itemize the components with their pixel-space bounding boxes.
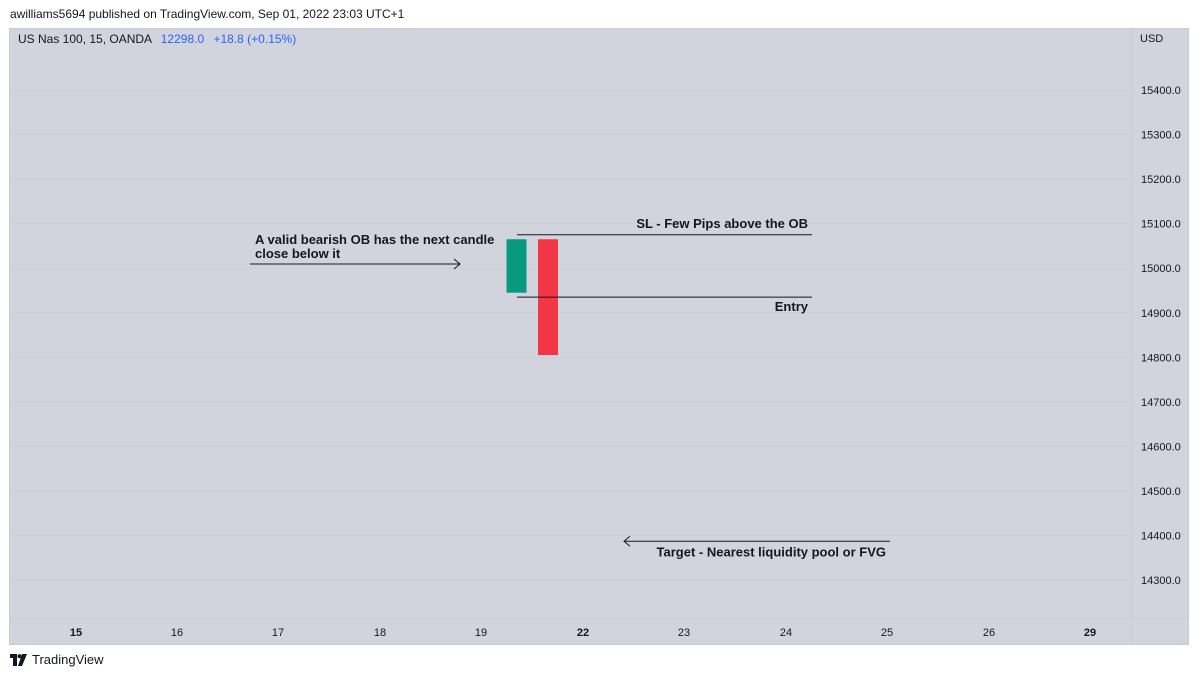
ob-note-line-2: close below it	[255, 246, 341, 261]
ob-note-line-1: A valid bearish OB has the next candle	[255, 232, 494, 247]
published-info-bar: awilliams5694 published on TradingView.c…	[0, 0, 1200, 28]
x-tick-label: 25	[881, 627, 893, 639]
x-tick-label: 26	[983, 627, 995, 639]
target-label: Target - Nearest liquidity pool or FVG	[657, 544, 886, 559]
x-tick-label: 15	[70, 627, 82, 639]
chart-frame[interactable]	[9, 28, 1189, 645]
symbol-legend[interactable]: US Nas 100, 15, OANDA 12298.0 +18.8 (+0.…	[18, 32, 296, 46]
y-tick-label: 14400.0	[1141, 531, 1181, 543]
y-tick-label: 14900.0	[1141, 308, 1181, 320]
x-tick-label: 24	[780, 627, 792, 639]
x-tick-label: 29	[1084, 627, 1096, 639]
last-price: 12298.0	[160, 32, 205, 46]
brand-name: TradingView	[32, 652, 104, 667]
x-tick-label: 16	[171, 627, 183, 639]
x-tick-label: 22	[577, 627, 589, 639]
annotations: A valid bearish OB has the next candle c…	[250, 216, 890, 559]
tradingview-logo[interactable]: TradingView	[10, 650, 104, 670]
x-ticks: 15 16 17 18 19 22 23 24 25 26 29	[70, 627, 1096, 639]
y-tick-label: 14700.0	[1141, 397, 1181, 409]
symbol-name: US Nas 100, 15, OANDA	[18, 32, 152, 46]
x-tick-label: 17	[272, 627, 284, 639]
published-by-text: awilliams5694 published on TradingView.c…	[10, 7, 405, 21]
entry-label: Entry	[775, 299, 809, 314]
y-tick-label: 14300.0	[1141, 575, 1181, 587]
x-tick-label: 19	[475, 627, 487, 639]
currency-label: USD	[1140, 33, 1163, 45]
y-tick-label: 15300.0	[1141, 130, 1181, 142]
target-arrow-head	[623, 535, 631, 547]
y-tick-label: 15000.0	[1141, 263, 1181, 275]
y-tick-label: 15400.0	[1141, 85, 1181, 97]
tradingview-logo-icon	[10, 654, 27, 666]
price-change: +18.8 (+0.15%)	[213, 32, 297, 46]
y-ticks: 15400.0 15300.0 15200.0 15100.0 15000.0 14900…	[1141, 85, 1181, 587]
x-tick-label: 18	[374, 627, 386, 639]
ob-note-arrow-head	[453, 258, 461, 270]
grid-layer	[10, 89, 1131, 581]
stop-loss-label: SL - Few Pips above the OB	[636, 216, 808, 231]
bullish-candle	[506, 239, 527, 293]
y-tick-label: 14500.0	[1141, 486, 1181, 498]
y-tick-label: 15200.0	[1141, 174, 1181, 186]
y-tick-label: 15100.0	[1141, 219, 1181, 231]
y-tick-label: 14800.0	[1141, 352, 1181, 364]
x-tick-label: 23	[678, 627, 690, 639]
y-tick-label: 14600.0	[1141, 441, 1181, 453]
axes-layer: USD	[9, 28, 1189, 645]
